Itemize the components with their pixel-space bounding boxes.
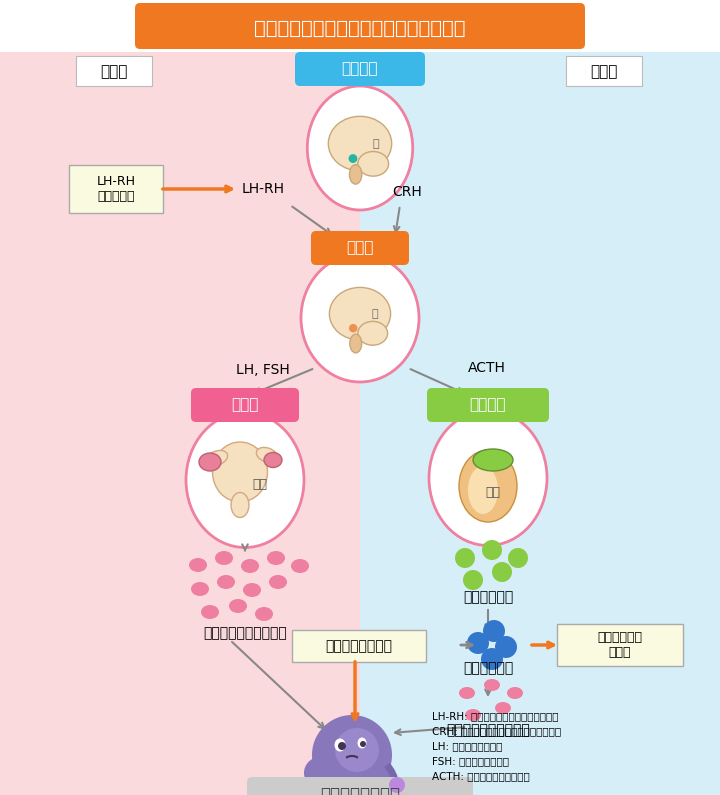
- Text: アンドロゲン: アンドロゲン: [463, 590, 513, 604]
- Ellipse shape: [459, 450, 517, 522]
- FancyBboxPatch shape: [427, 388, 549, 422]
- Ellipse shape: [329, 288, 391, 340]
- Text: エストロゲン（多量）: エストロゲン（多量）: [203, 626, 287, 640]
- Text: CRH: 副腎皮質刺激ホルモン放出ホルモン: CRH: 副腎皮質刺激ホルモン放出ホルモン: [432, 726, 561, 736]
- Circle shape: [481, 648, 503, 670]
- FancyBboxPatch shape: [557, 624, 683, 666]
- Text: FSH: 卵胞刺激ホルモン: FSH: 卵胞刺激ホルモン: [432, 756, 509, 766]
- Ellipse shape: [189, 558, 207, 572]
- Text: 閉経前: 閉経前: [100, 64, 127, 80]
- Ellipse shape: [186, 413, 304, 548]
- Bar: [360, 50, 720, 795]
- Text: 脳: 脳: [372, 138, 379, 149]
- Text: 下垂体: 下垂体: [346, 241, 374, 255]
- Ellipse shape: [495, 702, 511, 714]
- Text: 副腎皮質: 副腎皮質: [469, 398, 506, 413]
- Circle shape: [482, 540, 502, 560]
- Ellipse shape: [507, 687, 523, 699]
- Bar: [0, 50, 360, 795]
- Ellipse shape: [243, 583, 261, 597]
- FancyBboxPatch shape: [566, 56, 642, 86]
- Circle shape: [508, 548, 528, 568]
- Ellipse shape: [358, 321, 387, 345]
- Circle shape: [338, 742, 346, 750]
- Ellipse shape: [199, 453, 221, 471]
- FancyBboxPatch shape: [295, 52, 425, 86]
- Circle shape: [483, 620, 505, 642]
- Ellipse shape: [484, 679, 500, 691]
- Circle shape: [360, 741, 366, 747]
- Circle shape: [312, 715, 392, 795]
- Circle shape: [455, 548, 475, 568]
- Text: ACTH: 副腎皮質刺激ホルモン: ACTH: 副腎皮質刺激ホルモン: [432, 771, 530, 781]
- Ellipse shape: [349, 165, 361, 184]
- FancyBboxPatch shape: [69, 165, 163, 213]
- Ellipse shape: [429, 410, 547, 545]
- Text: 卵　巣: 卵 巣: [231, 398, 258, 413]
- Ellipse shape: [468, 466, 498, 514]
- Ellipse shape: [335, 739, 346, 751]
- Ellipse shape: [350, 334, 361, 353]
- Ellipse shape: [215, 551, 233, 565]
- Ellipse shape: [459, 687, 475, 699]
- Ellipse shape: [264, 452, 282, 467]
- Ellipse shape: [212, 442, 268, 502]
- Text: CRH: CRH: [392, 185, 422, 199]
- Ellipse shape: [217, 575, 235, 589]
- Text: エストロゲンの合成とホルモン剤の作用: エストロゲンの合成とホルモン剤の作用: [254, 18, 466, 37]
- FancyBboxPatch shape: [135, 3, 585, 49]
- Circle shape: [463, 570, 483, 590]
- FancyBboxPatch shape: [247, 777, 473, 795]
- Circle shape: [367, 764, 393, 790]
- Text: LH-RH: LH-RH: [242, 182, 285, 196]
- Circle shape: [492, 562, 512, 582]
- Text: 乳がん細胞の増殖: 乳がん細胞の増殖: [320, 786, 400, 795]
- Ellipse shape: [473, 449, 513, 471]
- Ellipse shape: [358, 738, 366, 749]
- Ellipse shape: [201, 605, 219, 619]
- Text: エストロゲン（少量）: エストロゲン（少量）: [446, 723, 530, 737]
- Circle shape: [304, 757, 336, 789]
- Bar: [0, 0, 720, 52]
- Ellipse shape: [255, 607, 273, 621]
- Text: LH-RH
アゴニスト: LH-RH アゴニスト: [96, 175, 135, 203]
- Text: アロマターゼ
阻害薬: アロマターゼ 阻害薬: [598, 631, 642, 659]
- Circle shape: [389, 777, 405, 793]
- FancyBboxPatch shape: [76, 56, 152, 86]
- Circle shape: [348, 154, 357, 163]
- Text: 脳: 脳: [372, 308, 379, 319]
- Ellipse shape: [256, 448, 278, 463]
- Text: 視床下部: 視床下部: [342, 61, 378, 76]
- Ellipse shape: [307, 86, 413, 210]
- Ellipse shape: [465, 709, 481, 721]
- FancyBboxPatch shape: [191, 388, 299, 422]
- Ellipse shape: [328, 116, 392, 171]
- Ellipse shape: [207, 451, 228, 466]
- Circle shape: [335, 728, 379, 772]
- Text: 抗エストロゲン薬: 抗エストロゲン薬: [325, 639, 392, 653]
- Circle shape: [495, 636, 517, 658]
- Ellipse shape: [231, 492, 249, 518]
- Ellipse shape: [267, 551, 285, 565]
- Circle shape: [467, 632, 489, 654]
- Text: LH-RH: 性腺刺激ホルモン放出ホルモン: LH-RH: 性腺刺激ホルモン放出ホルモン: [432, 711, 559, 721]
- Text: 腎臓: 腎臓: [485, 487, 500, 499]
- Text: アロマターゼ: アロマターゼ: [463, 661, 513, 675]
- Ellipse shape: [241, 559, 259, 573]
- Ellipse shape: [291, 559, 309, 573]
- Circle shape: [349, 324, 357, 332]
- Ellipse shape: [229, 599, 247, 613]
- Text: LH: 黄体形成ホルモン: LH: 黄体形成ホルモン: [432, 741, 503, 751]
- Text: ACTH: ACTH: [468, 361, 506, 375]
- Ellipse shape: [301, 254, 419, 382]
- Text: LH, FSH: LH, FSH: [236, 363, 290, 377]
- Circle shape: [322, 779, 346, 795]
- Text: 子宮: 子宮: [253, 479, 268, 491]
- Ellipse shape: [358, 152, 389, 176]
- FancyBboxPatch shape: [311, 231, 409, 265]
- FancyBboxPatch shape: [292, 630, 426, 662]
- Ellipse shape: [269, 575, 287, 589]
- Ellipse shape: [191, 582, 209, 596]
- Text: 閉経後: 閉経後: [590, 64, 618, 80]
